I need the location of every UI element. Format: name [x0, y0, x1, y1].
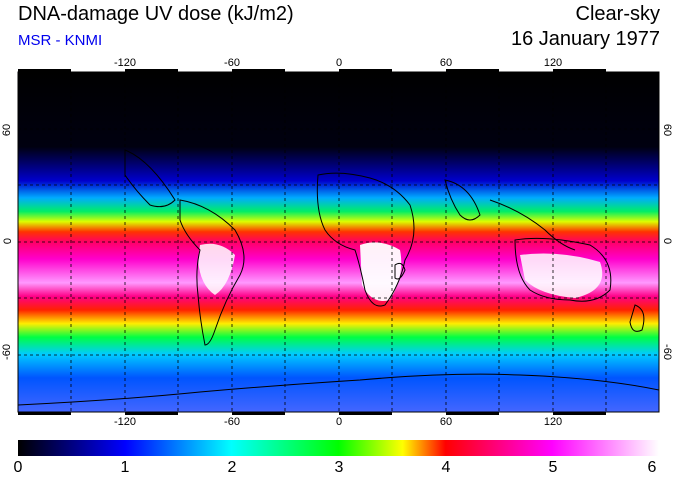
sky-condition-label: Clear-sky: [575, 3, 660, 25]
land-outlines: [18, 149, 659, 406]
colorbar-tick: 6: [647, 459, 657, 476]
source-label: MSR - KNMI: [18, 32, 103, 49]
colorbar-tick: 2: [227, 459, 237, 476]
lon-tick-top: 120: [543, 57, 563, 69]
southeast-asia-coastline: [489, 199, 576, 251]
map-frame: [17, 69, 660, 415]
africa-coastline: [316, 172, 415, 307]
colorbar-tick: 0: [13, 459, 23, 476]
colorbar-tick: 1: [120, 459, 130, 476]
lon-tick-bottom: 0: [335, 416, 343, 428]
lon-tick-top: -60: [224, 57, 240, 69]
lon-tick-top: 0: [335, 57, 343, 69]
lon-tick-bottom: 120: [543, 416, 563, 428]
lon-tick-top: -120: [113, 57, 137, 69]
lon-tick-bottom: -60: [224, 416, 240, 428]
new-zealand-coastline: [629, 304, 645, 332]
colorbar: [18, 440, 659, 456]
africa-max-area: [360, 242, 402, 301]
central-america-coastline: [124, 149, 176, 208]
lon-tick-top: 60: [439, 57, 453, 69]
australia-coastline: [514, 237, 612, 302]
date-label: 16 January 1977: [510, 28, 660, 50]
south-america-max-area: [198, 243, 235, 295]
australia-max-area: [520, 253, 603, 298]
madagascar-coastline: [394, 262, 406, 280]
colorbar-tick: 4: [441, 459, 451, 476]
antarctica-coastline: [18, 373, 659, 406]
graticule: [18, 72, 659, 412]
map-title: DNA-damage UV dose (kJ/m2): [18, 3, 294, 25]
lon-tick-bottom: 60: [439, 416, 453, 428]
colorbar-tick: 3: [334, 459, 344, 476]
colorbar-tick: 5: [548, 459, 558, 476]
lon-tick-bottom: -120: [113, 416, 137, 428]
south-america-coastline: [179, 199, 245, 346]
india-coastline: [444, 179, 481, 221]
